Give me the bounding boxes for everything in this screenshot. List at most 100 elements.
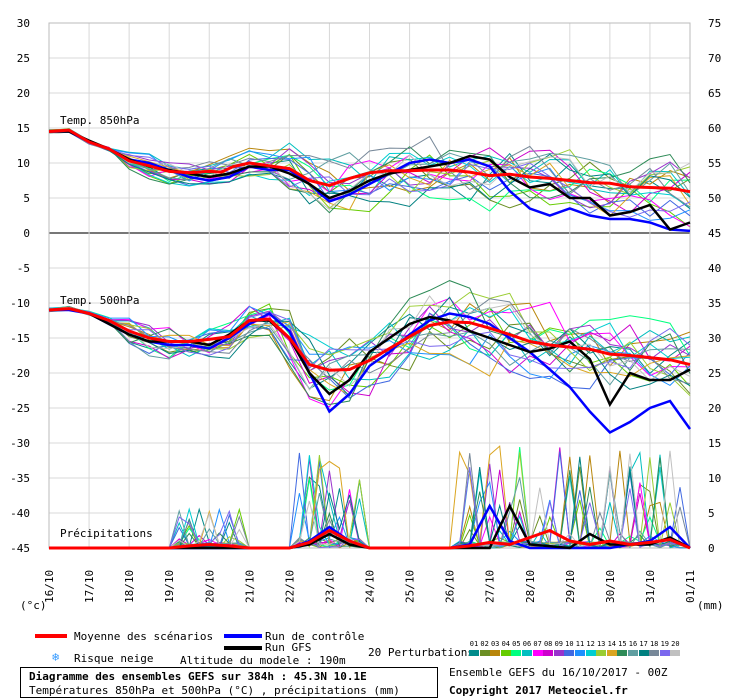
right-tick-label: 55 [708, 157, 721, 170]
perturbation-number: 19 [660, 640, 670, 648]
perturbation-color-swatch [659, 650, 670, 656]
left-tick-label: -30 [10, 437, 30, 450]
perturbation-number: 03 [490, 640, 500, 648]
copyright: Copyright 2017 Meteociel.fr [449, 684, 628, 697]
perturbation-color-swatch [649, 650, 660, 656]
left-tick-label: -25 [10, 402, 30, 415]
left-tick-label: -35 [10, 472, 30, 485]
date-tick-label: 25/10 [404, 570, 417, 603]
left-tick-label: 0 [23, 227, 30, 240]
perturbation-color-swatch [553, 650, 564, 656]
perturbation-line [48, 308, 691, 370]
perturbation-number: 10 [565, 640, 574, 648]
right-tick-label: 25 [708, 367, 721, 380]
legend-control-swatch [224, 634, 262, 638]
right-tick-label: 45 [708, 227, 721, 240]
date-tick-label: 20/10 [203, 570, 216, 603]
perturbation-line [48, 280, 691, 406]
perturbation-color-swatch [469, 650, 479, 656]
right-tick-label: 20 [708, 402, 721, 415]
perturbation-number: 13 [596, 640, 606, 648]
perturbation-color-swatch [522, 650, 532, 656]
perturbation-color-swatch [596, 650, 607, 656]
date-tick-label: 26/10 [444, 570, 457, 603]
date-tick-label: 17/10 [83, 570, 96, 603]
perturbation-color-swatch [575, 650, 585, 656]
legend-gfs-label: Run GFS [265, 641, 312, 654]
perturbation-color-swatch [628, 650, 638, 656]
right-tick-label: 0 [708, 542, 715, 555]
perturbation-number: 02 [480, 640, 489, 648]
date-tick-label: 16/10 [43, 570, 56, 603]
perturbation-number: 01 [469, 640, 479, 648]
left-tick-label: -15 [10, 332, 30, 345]
t500-mean-line [48, 307, 691, 372]
right-tick-label: 60 [708, 122, 721, 135]
left-tick-label: -40 [10, 507, 30, 520]
diagram-title: Diagramme des ensembles GEFS sur 384h : … [29, 670, 367, 683]
t850-mean-line [48, 128, 691, 194]
precip-mean-line [49, 528, 691, 550]
perturbation-number: 15 [618, 640, 627, 648]
precip-panel-label: Précipitations [60, 527, 153, 540]
left-tick-label: -45 [10, 542, 30, 555]
perturbation-color-swatch [500, 650, 511, 656]
left-tick-label: 30 [17, 17, 30, 30]
perturbation-color-swatch [617, 650, 628, 656]
left-tick-label: 10 [17, 157, 30, 170]
perturbation-number: 18 [649, 640, 659, 648]
ensemble-run-info: Ensemble GEFS du 16/10/2017 - 00Z [449, 666, 668, 679]
left-axis-unit: (°c) [20, 599, 47, 612]
date-tick-label: 01/11 [684, 570, 697, 603]
right-tick-label: 70 [708, 52, 721, 65]
date-tick-label: 23/10 [323, 570, 336, 603]
perturbation-number: 07 [533, 640, 542, 648]
left-tick-label: -5 [17, 262, 30, 275]
date-tick-label: 24/10 [364, 570, 377, 603]
left-tick-label: 5 [23, 192, 30, 205]
right-tick-label: 75 [708, 17, 721, 30]
legend-gfs-swatch [224, 646, 262, 650]
legend-control-label: Run de contrôle [265, 630, 365, 643]
legend-mean-swatch [35, 634, 67, 638]
model-altitude: Altitude du modele : 190m [180, 654, 346, 667]
right-tick-label: 50 [708, 192, 721, 205]
date-tick-label: 22/10 [283, 570, 296, 603]
date-tick-label: 31/10 [644, 570, 657, 603]
right-tick-label: 35 [708, 297, 721, 310]
t850-panel-label: Temp. 850hPa [60, 114, 139, 127]
perturbation-color-swatch [670, 650, 681, 656]
perturbation-color-swatch [638, 650, 649, 656]
right-tick-label: 10 [708, 472, 721, 485]
date-tick-label: 27/10 [484, 570, 497, 603]
perturbation-number: 20 [671, 640, 680, 648]
perturbation-line [48, 131, 691, 221]
perturbation-color-swatch [490, 650, 501, 656]
date-tick-label: 30/10 [604, 570, 617, 603]
perturbation-color-swatch [479, 650, 490, 656]
perturbation-color-swatch [606, 650, 617, 656]
perturbation-line [48, 308, 691, 391]
perturbation-line [48, 129, 691, 197]
perturbation-color-swatch [564, 650, 575, 656]
perturbation-line [48, 129, 691, 208]
right-tick-label: 65 [708, 87, 721, 100]
left-tick-label: 20 [17, 87, 30, 100]
perturbation-color-swatch [532, 650, 543, 656]
perturbations-label: 20 Perturbations [368, 646, 474, 659]
perturbation-number: 14 [607, 640, 617, 648]
perturbation-color-swatch [543, 650, 554, 656]
perturbation-number: 17 [639, 640, 648, 648]
perturbation-number: 04 [501, 640, 511, 648]
t500-panel-label: Temp. 500hPa [60, 294, 139, 307]
date-tick-label: 28/10 [524, 570, 537, 603]
legend-snow-label: Risque neige [74, 652, 154, 665]
perturbation-line [48, 307, 691, 399]
date-tick-label: 21/10 [243, 570, 256, 603]
t850-control-line [49, 130, 691, 233]
right-tick-label: 15 [708, 437, 721, 450]
left-tick-label: -10 [10, 297, 30, 310]
perturbation-number: 12 [586, 640, 595, 648]
perturbation-number: 09 [554, 640, 564, 648]
